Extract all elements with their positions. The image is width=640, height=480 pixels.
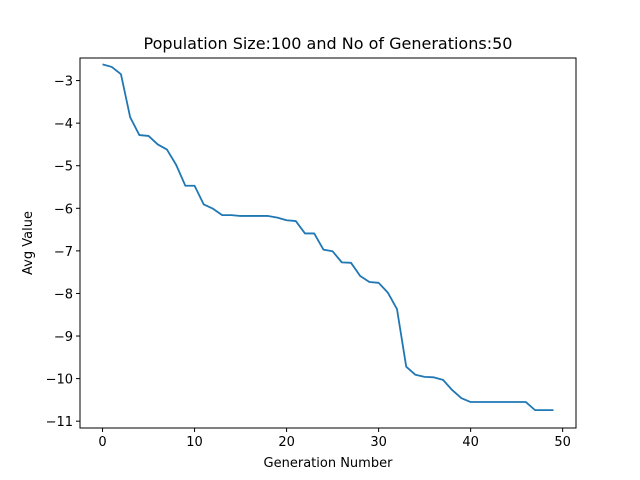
y-tick-label: −6 [54,202,73,217]
y-tick-label: −5 [54,160,73,175]
y-tick-label: −3 [54,75,73,90]
y-tick-label: −8 [54,287,73,302]
x-axis-label: Generation Number [264,456,394,471]
plot-area [102,63,554,412]
chart-title: Population Size:100 and No of Generation… [144,34,513,53]
series-line [102,63,554,412]
y-axis: −3 −4 −5 −6 −7 −8 −9 −10 −11 [46,75,80,430]
x-tick-label: 20 [278,435,295,450]
x-tick-label: 0 [98,435,106,450]
x-tick-label: 10 [186,435,203,450]
x-tick-label: 50 [554,435,571,450]
y-axis-label: Avg Value [21,211,36,275]
y-tick-label: −9 [54,330,73,345]
x-tick-label: 40 [462,435,479,450]
x-tick-label: 30 [370,435,387,450]
y-tick-label: −11 [46,415,73,430]
y-tick-label: −7 [54,245,73,260]
y-tick-label: −10 [46,373,73,388]
y-tick-label: −4 [54,117,73,132]
axes-frame [79,57,577,429]
x-axis: 0 10 20 30 40 50 [98,428,571,450]
